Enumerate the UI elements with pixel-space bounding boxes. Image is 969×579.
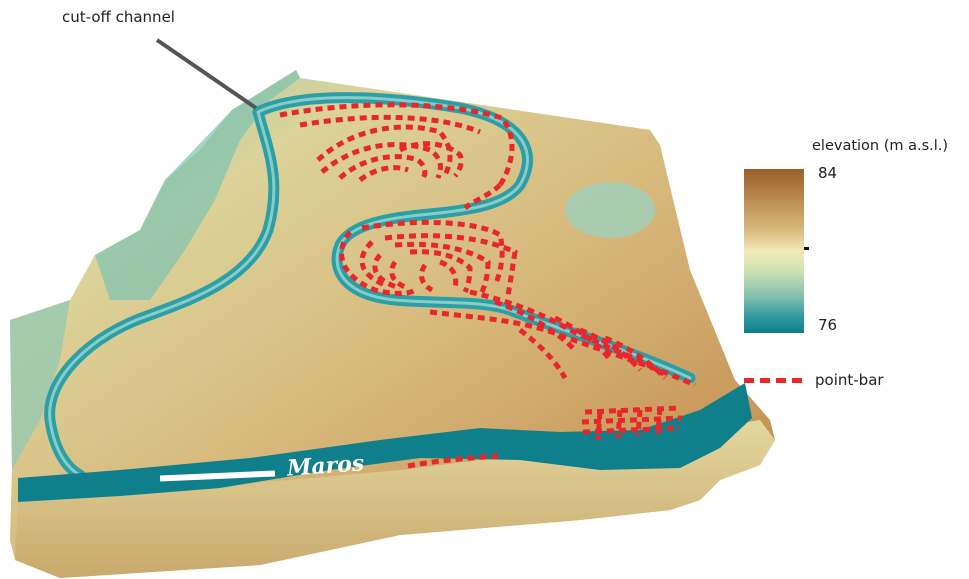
point-bar [384, 233, 518, 296]
lowland-northeast [565, 182, 655, 238]
point-bar [358, 165, 409, 183]
point-bar [419, 263, 434, 293]
point-bar [553, 315, 613, 362]
point-bar [359, 240, 386, 288]
point-bar [439, 259, 459, 289]
legend-max-value: 84 [818, 164, 838, 182]
river-name-label: Maros [286, 450, 366, 482]
point-bar [398, 141, 464, 178]
point-bar [469, 289, 667, 378]
point-bar [635, 409, 643, 437]
point-bar [316, 124, 453, 177]
point-bar [595, 411, 603, 441]
point-bar [389, 260, 409, 291]
lowland-northwest [95, 70, 300, 300]
legend-title: elevation (m a.s.l.) [812, 138, 949, 154]
point-bar [655, 407, 663, 435]
point-bar [339, 230, 417, 296]
callout-line [155, 38, 258, 110]
point-bar [361, 219, 505, 287]
point-bar [299, 114, 481, 135]
point-bar [581, 415, 683, 425]
point-bar [409, 249, 473, 294]
point-bar [279, 102, 515, 187]
point-bar [579, 327, 642, 372]
point-bar [518, 328, 568, 380]
point-bar [584, 405, 681, 415]
point-bar [582, 425, 681, 435]
point-bar [604, 335, 667, 380]
point-bar [615, 409, 623, 439]
elevation-colorbar [744, 169, 804, 333]
point-bar [463, 183, 502, 211]
point-bar-legend-label: point-bar [815, 371, 884, 389]
point-bar-legend-swatch [744, 378, 802, 383]
point-bar [494, 299, 577, 352]
point-bar [338, 154, 428, 182]
point-bar [394, 241, 491, 293]
point-bar [320, 142, 443, 179]
point-bar [372, 253, 401, 291]
point-bar-lines [279, 102, 697, 469]
lowland-west [10, 300, 70, 470]
colorbar-tick [804, 247, 809, 250]
maros-river [18, 383, 752, 502]
legend-min-value: 76 [818, 316, 838, 334]
cut-off-channel-label: cut-off channel [62, 8, 175, 26]
